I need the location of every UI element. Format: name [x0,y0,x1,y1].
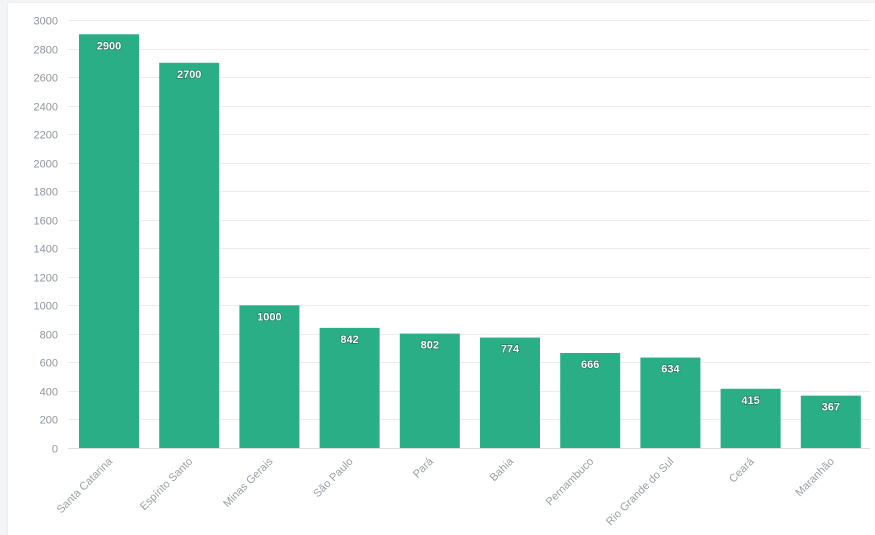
data-label: 666 [581,359,599,371]
y-tick-label: 1400 [34,244,58,256]
x-tick-label: Minas Gerais [221,455,276,510]
bar[interactable] [640,357,701,448]
y-tick-label: 2200 [34,130,58,142]
data-label: 634 [661,364,680,376]
y-tick-label: 1000 [34,301,58,313]
data-label: 367 [822,402,840,414]
bar[interactable] [800,395,861,448]
y-tick-label: 2800 [34,45,58,57]
x-tick-label: Pernambuco [544,456,597,509]
y-tick-label: 2400 [34,102,58,114]
bar[interactable] [480,337,540,448]
bar[interactable] [159,62,220,449]
y-tick-label: 1200 [34,273,58,285]
x-tick-label: Espírito Santo [138,456,195,513]
y-tick-label: 1600 [34,216,58,228]
data-label: 842 [340,334,358,346]
x-axis: Santa Catarina Espírito Santo Minas Gerais… [55,455,837,528]
y-tick-label: 800 [40,330,58,342]
y-tick-label: 3000 [34,16,58,28]
x-tick-label: Santa Catarina [55,455,116,516]
data-label: 2900 [97,40,121,52]
data-labels: 2900 2700 1000 842 802 774 666 634 415 367 [96,40,840,415]
bar[interactable] [560,352,621,448]
data-label: 802 [421,340,439,352]
bars [79,34,861,449]
data-label: 2700 [177,69,201,81]
y-tick-label: 600 [40,358,58,370]
x-tick-label: São Paulo [311,456,355,500]
bar[interactable] [79,34,139,449]
x-tick-label: Rio Grande do Sul [604,456,676,528]
y-tick-label: 0 [52,444,58,456]
y-tick-label: 400 [40,387,58,399]
y-tick-label: 2600 [34,73,58,85]
data-label: 1000 [257,311,281,323]
data-label: 774 [501,344,520,356]
data-label: 415 [741,395,759,407]
y-tick-label: 2000 [34,159,58,171]
y-tick-label: 1800 [34,187,58,199]
bar[interactable] [720,388,781,448]
bar[interactable] [239,305,300,448]
x-tick-label: Ceará [727,455,757,485]
x-tick-label: Maranhão [793,456,837,500]
y-tick-label: 200 [40,415,58,427]
bar[interactable] [399,333,460,448]
x-tick-label: Pará [411,455,437,481]
x-tick-label: Bahia [488,455,517,484]
y-axis: 0 200 400 600 800 1000 1200 1400 1600 1800 2000 220… [34,16,58,456]
bar[interactable] [319,327,380,448]
